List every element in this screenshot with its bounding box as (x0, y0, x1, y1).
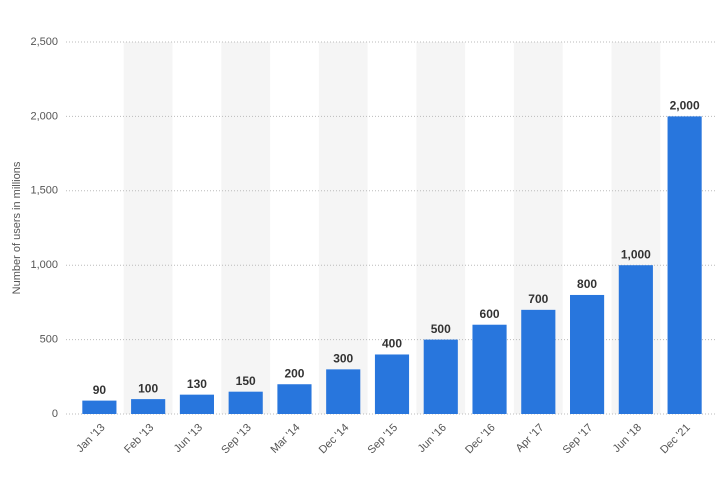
band-shade (123, 42, 173, 414)
bar (521, 309, 556, 414)
x-tick-label: Feb '13 (122, 422, 156, 456)
y-tick-label: 2,500 (30, 36, 58, 48)
value-label: 1,000 (621, 247, 651, 261)
bar (131, 399, 166, 414)
x-tick-label: Jun '16 (416, 422, 449, 455)
bar (228, 391, 263, 414)
bar (374, 354, 410, 414)
x-tick-label: Jun '18 (611, 422, 644, 455)
value-label: 600 (480, 307, 500, 321)
bar (326, 369, 361, 414)
value-label: 90 (93, 383, 107, 397)
bar (472, 324, 507, 414)
y-axis-label: Number of users in millions (11, 161, 23, 294)
x-tick-label: Dec '21 (658, 422, 693, 457)
value-label: 400 (382, 337, 402, 351)
bar (423, 339, 458, 414)
value-label: 2,000 (670, 99, 700, 113)
band-shade (318, 42, 368, 414)
bar (179, 394, 214, 414)
y-tick-label: 2,000 (30, 110, 58, 122)
x-tick-label: Dec '16 (463, 422, 498, 457)
bar (618, 265, 653, 414)
y-tick-label: 1,500 (30, 185, 58, 197)
value-label: 130 (187, 377, 207, 391)
value-label: 700 (528, 292, 548, 306)
band-shade (221, 42, 271, 414)
bar (82, 400, 117, 414)
x-tick-label: Dec '14 (317, 422, 352, 457)
x-tick-label: Mar '14 (268, 422, 302, 456)
x-tick-label: Sep '17 (561, 422, 596, 457)
value-label: 200 (284, 366, 304, 380)
value-label: 150 (236, 374, 256, 388)
value-label: 800 (577, 277, 597, 291)
x-tick-label: Sep '15 (366, 422, 401, 457)
bar (570, 294, 605, 414)
x-tick-label: Jan '13 (74, 422, 107, 455)
value-label: 500 (431, 322, 451, 336)
value-label: 300 (333, 352, 353, 366)
x-tick-label: Jun '13 (172, 422, 205, 455)
x-tick-label: Apr '17 (514, 422, 547, 455)
bar (667, 116, 702, 415)
y-tick-label: 500 (40, 334, 58, 346)
x-tick-label: Sep '13 (219, 422, 254, 457)
y-tick-label: 0 (52, 408, 58, 420)
bar (277, 384, 312, 414)
y-tick-label: 1,000 (30, 259, 58, 271)
value-label: 100 (138, 381, 158, 395)
